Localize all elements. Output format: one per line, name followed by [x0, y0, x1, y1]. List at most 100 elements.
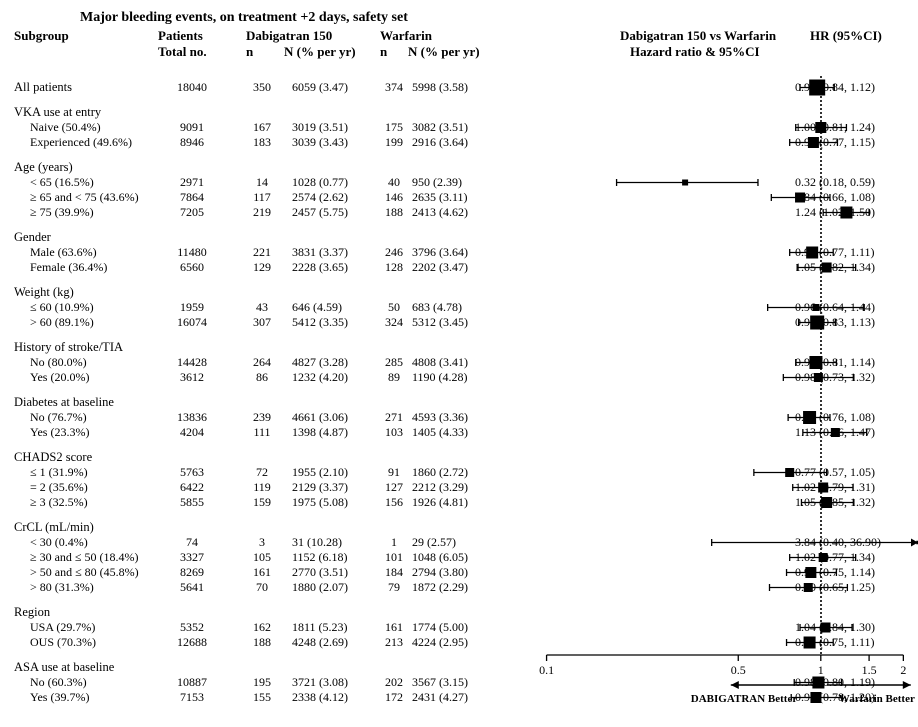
data-row: > 60 (89.1%)160743075412 (3.35)3245312 (… — [0, 315, 918, 330]
cell-w_N: 1926 (4.81) — [412, 495, 500, 510]
hdr-total-no: Total no. — [158, 44, 207, 60]
cell-w_n: 199 — [376, 135, 412, 150]
cell-d_N: 3831 (3.37) — [292, 245, 382, 260]
subgroup-header: VKA use at entry — [0, 105, 918, 120]
subgroup-header: Gender — [0, 230, 918, 245]
cell-d_n: 117 — [242, 190, 282, 205]
cell-w_n: 1 — [376, 535, 412, 550]
hdr-w-n: n — [380, 44, 387, 60]
cell-w_N: 683 (4.78) — [412, 300, 500, 315]
data-row: ≤ 60 (10.9%)195943646 (4.59)50683 (4.78)… — [0, 300, 918, 315]
data-row: ≥ 30 and ≤ 50 (18.4%)33271051152 (6.18)1… — [0, 550, 918, 565]
cell-w_N: 2916 (3.64) — [412, 135, 500, 150]
cell-total: 1959 — [164, 300, 220, 315]
row-label: VKA use at entry — [14, 105, 101, 120]
cell-total: 8269 — [164, 565, 220, 580]
row-label: ≥ 65 and < 75 (43.6%) — [30, 190, 139, 205]
cell-d_n: 307 — [242, 315, 282, 330]
cell-d_n: 167 — [242, 120, 282, 135]
cell-d_N: 4661 (3.06) — [292, 410, 382, 425]
cell-w_N: 2431 (4.27) — [412, 690, 500, 705]
cell-d_N: 646 (4.59) — [292, 300, 382, 315]
cell-w_N: 1860 (2.72) — [412, 465, 500, 480]
row-label: ≤ 60 (10.9%) — [30, 300, 94, 315]
axis-right-label: Warfarin Better — [839, 693, 915, 705]
cell-w_n: 172 — [376, 690, 412, 705]
forest-marker — [520, 425, 918, 444]
cell-w_n: 127 — [376, 480, 412, 495]
cell-total: 74 — [164, 535, 220, 550]
tick-label: 2 — [888, 663, 918, 678]
cell-w_n: 40 — [376, 175, 412, 190]
row-label: Weight (kg) — [14, 285, 74, 300]
tick-label: 0.5 — [723, 663, 753, 678]
cell-d_n: 105 — [242, 550, 282, 565]
cell-total: 14428 — [164, 355, 220, 370]
data-row: ≤ 1 (31.9%)5763721955 (2.10)911860 (2.72… — [0, 465, 918, 480]
cell-w_n: 79 — [376, 580, 412, 595]
cell-w_n: 103 — [376, 425, 412, 440]
cell-w_n: 175 — [376, 120, 412, 135]
cell-d_n: 188 — [242, 635, 282, 650]
row-label: Experienced (49.6%) — [30, 135, 132, 150]
cell-d_n: 3 — [242, 535, 282, 550]
cell-d_N: 1975 (5.08) — [292, 495, 382, 510]
row-label: USA (29.7%) — [30, 620, 95, 635]
cell-total: 5763 — [164, 465, 220, 480]
cell-d_N: 2457 (5.75) — [292, 205, 382, 220]
cell-d_n: 183 — [242, 135, 282, 150]
cell-d_n: 264 — [242, 355, 282, 370]
cell-w_N: 1190 (4.28) — [412, 370, 500, 385]
data-row: No (76.7%)138362394661 (3.06)2714593 (3.… — [0, 410, 918, 425]
row-label: OUS (70.3%) — [30, 635, 96, 650]
cell-total: 6422 — [164, 480, 220, 495]
x-axis: 0.10.511.52DABIGATRAN BetterWarfarin Bet… — [520, 655, 918, 720]
row-label: ≤ 1 (31.9%) — [30, 465, 88, 480]
hdr-w-Nrate: N (% per yr) — [408, 44, 480, 60]
row-label: Female (36.4%) — [30, 260, 107, 275]
cell-w_n: 91 — [376, 465, 412, 480]
cell-d_N: 5412 (3.35) — [292, 315, 382, 330]
cell-w_n: 213 — [376, 635, 412, 650]
cell-w_N: 2635 (3.11) — [412, 190, 500, 205]
cell-w_N: 5998 (3.58) — [412, 80, 500, 95]
cell-w_n: 89 — [376, 370, 412, 385]
tick-label: 1.5 — [854, 663, 884, 678]
cell-total: 12688 — [164, 635, 220, 650]
cell-w_N: 2413 (4.62) — [412, 205, 500, 220]
cell-total: 3612 — [164, 370, 220, 385]
cell-d_N: 31 (10.28) — [292, 535, 382, 550]
row-label: Gender — [14, 230, 51, 245]
cell-w_N: 4593 (3.36) — [412, 410, 500, 425]
cell-d_n: 221 — [242, 245, 282, 260]
cell-d_N: 2770 (3.51) — [292, 565, 382, 580]
cell-d_n: 219 — [242, 205, 282, 220]
row-label: < 65 (16.5%) — [30, 175, 94, 190]
cell-w_n: 188 — [376, 205, 412, 220]
cell-w_N: 950 (2.39) — [412, 175, 500, 190]
data-row: = 2 (35.6%)64221192129 (3.37)1272212 (3.… — [0, 480, 918, 495]
data-row: Yes (20.0%)3612861232 (4.20)891190 (4.28… — [0, 370, 918, 385]
hdr-d-Nrate: N (% per yr) — [284, 44, 356, 60]
data-row: ≥ 3 (32.5%)58551591975 (5.08)1561926 (4.… — [0, 495, 918, 510]
cell-w_n: 161 — [376, 620, 412, 635]
data-row: All patients180403506059 (3.47)3745998 (… — [0, 80, 918, 95]
forest-marker — [520, 80, 918, 99]
cell-w_n: 146 — [376, 190, 412, 205]
row-label: ASA use at baseline — [14, 660, 114, 675]
cell-d_N: 2574 (2.62) — [292, 190, 382, 205]
cell-w_n: 285 — [376, 355, 412, 370]
data-row: < 30 (0.4%)74331 (10.28)129 (2.57)3.84 (… — [0, 535, 918, 550]
cell-w_n: 374 — [376, 80, 412, 95]
forest-marker — [520, 370, 918, 389]
cell-d_n: 129 — [242, 260, 282, 275]
row-label: No (80.0%) — [30, 355, 87, 370]
cell-w_N: 2202 (3.47) — [412, 260, 500, 275]
subgroup-header: Diabetes at baseline — [0, 395, 918, 410]
cell-total: 5641 — [164, 580, 220, 595]
subgroup-header: Weight (kg) — [0, 285, 918, 300]
row-label: CrCL (mL/min) — [14, 520, 94, 535]
cell-w_N: 1405 (4.33) — [412, 425, 500, 440]
cell-d_N: 1811 (5.23) — [292, 620, 382, 635]
cell-w_N: 3567 (3.15) — [412, 675, 500, 690]
